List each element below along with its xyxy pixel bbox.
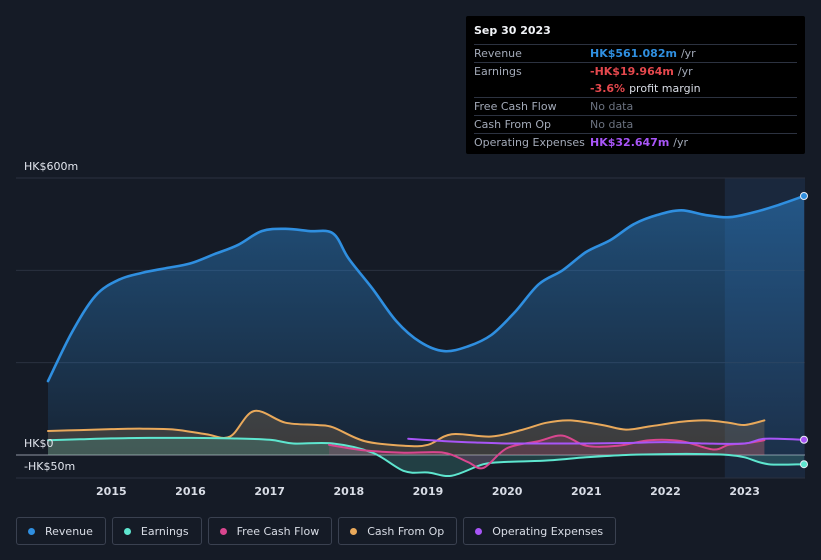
x-tick-label: 2019	[413, 485, 444, 498]
tooltip-value: -3.6%	[590, 82, 626, 95]
legend-dot-icon	[219, 527, 227, 535]
x-tick-label: 2017	[254, 485, 285, 498]
tooltip-label: Free Cash Flow	[474, 100, 557, 113]
revenue-line	[46, 194, 806, 383]
tooltip-value: HK$32.647m	[590, 136, 670, 149]
legend-earnings[interactable]: Earnings	[111, 517, 202, 545]
tooltip-value: No data	[590, 118, 634, 131]
legend-free-cash-flow[interactable]: Free Cash Flow	[207, 517, 333, 545]
tooltip-date: Sep 30 2023	[474, 16, 797, 45]
legend-label: Free Cash Flow	[236, 524, 320, 538]
legend-label: Operating Expenses	[492, 524, 604, 538]
tooltip-unit: /yr	[673, 136, 689, 149]
x-tick-label: 2016	[175, 485, 206, 498]
legend: Revenue Earnings Free Cash Flow Cash Fro…	[16, 517, 617, 545]
tooltip-label: Cash From Op	[474, 118, 552, 131]
x-tick-label: 2021	[571, 485, 602, 498]
free-cash-flow-line	[328, 434, 766, 470]
legend-dot-icon	[28, 527, 35, 535]
tooltip-label: Revenue	[474, 47, 522, 60]
earnings-area	[48, 437, 804, 477]
tooltip-panel: Sep 30 2023 Revenue HK$561.082m /yr Earn…	[466, 16, 805, 154]
tooltip-row-fcf: Free Cash Flow No data	[474, 98, 797, 116]
tooltip-row-cfo: Cash From Op No data	[474, 116, 797, 134]
x-tick-label: 2023	[729, 485, 760, 498]
tooltip-unit: /yr	[680, 47, 696, 60]
tooltip-label: Operating Expenses	[474, 136, 585, 149]
legend-cash-from-op[interactable]: Cash From Op	[338, 517, 458, 545]
tooltip-row-margin: -3.6% profit margin	[474, 80, 797, 98]
revenue-end-dot	[800, 192, 808, 201]
legend-label: Earnings	[140, 524, 189, 538]
tooltip-unit: profit margin	[629, 82, 701, 95]
earnings-line	[47, 436, 805, 477]
y-axis-zero-label: HK$0	[24, 437, 54, 450]
x-tick-label: 2018	[334, 485, 365, 498]
tooltip-value: No data	[590, 100, 634, 113]
legend-operating-expenses[interactable]: Operating Expenses	[463, 517, 617, 545]
tooltip-label: Earnings	[474, 65, 522, 78]
tooltip-unit: /yr	[677, 65, 693, 78]
legend-label: Cash From Op	[367, 524, 445, 538]
legend-revenue[interactable]: Revenue	[16, 517, 106, 545]
earnings-end-dot	[800, 460, 808, 469]
x-tick-label: 2022	[650, 485, 681, 498]
free-cash-flow-area	[329, 435, 765, 469]
legend-dot-icon	[350, 527, 358, 535]
tooltip-row-opex: Operating Expenses HK$32.647m /yr	[474, 134, 797, 151]
y-axis-top-label: HK$600m	[24, 160, 79, 173]
legend-dot-icon	[475, 527, 483, 535]
y-axis-neg-label: -HK$50m	[24, 460, 76, 473]
operating-expenses-line	[407, 437, 805, 445]
operating-expenses-end-dot	[800, 435, 808, 444]
tooltip-value: HK$561.082m	[590, 47, 677, 60]
revenue-area	[48, 196, 804, 455]
tooltip-row-earnings: Earnings -HK$19.964m /yr	[474, 63, 797, 80]
tooltip-row-revenue: Revenue HK$561.082m /yr	[474, 45, 797, 63]
tooltip-value: -HK$19.964m	[590, 65, 674, 78]
x-tick-label: 2015	[96, 485, 127, 498]
legend-dot-icon	[123, 527, 131, 535]
legend-label: Revenue	[45, 524, 93, 538]
x-tick-label: 2020	[492, 485, 523, 498]
cash-from-op-line	[47, 409, 766, 448]
